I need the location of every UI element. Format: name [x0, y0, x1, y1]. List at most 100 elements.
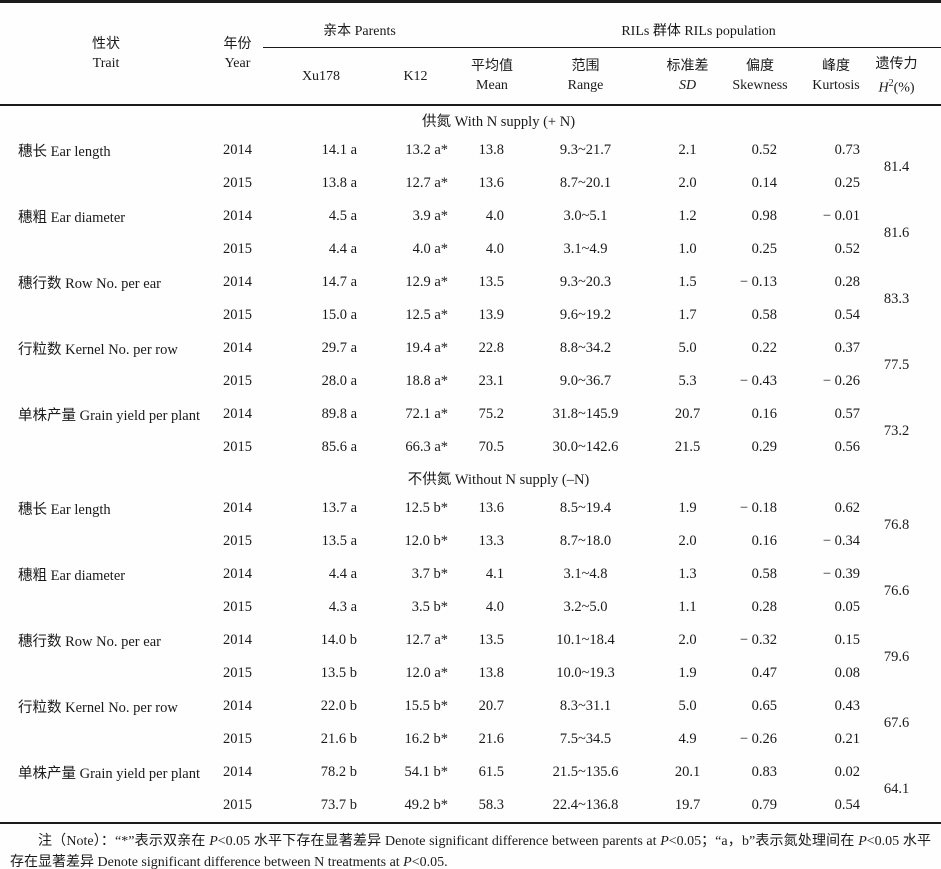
cell-trait — [0, 167, 212, 200]
cell-k12: 4.0 a* — [412, 241, 448, 257]
cell-skewness: 0.98 — [751, 208, 777, 224]
table-row: 穗长 Ear length 2014 14.1 a 13.2 a* 13.8 9.3~21… — [0, 134, 941, 175]
cell-trait — [0, 365, 212, 398]
cell-xu178: 13.5 b — [320, 665, 357, 681]
cell-xu178: 85.6 a — [321, 439, 357, 455]
cell-trait: 单株产量 Grain yield per plant — [18, 766, 201, 782]
header-group-row: 性状 Trait 年份 Year 亲本 Parents RILs 群体 RILs… — [0, 1, 941, 106]
cell-kurtosis: 0.62 — [834, 500, 860, 516]
cell-year: 2014 — [223, 632, 252, 648]
cell-skewness: 0.83 — [751, 764, 777, 780]
cell-year: 2014 — [223, 340, 252, 356]
cell-k12: 12.7 a* — [405, 632, 448, 648]
footnote-p-italic: P — [403, 855, 412, 869]
cell-kurtosis: 0.54 — [834, 797, 860, 813]
col-header-range: 范围 Range — [516, 47, 655, 106]
col-header-heritability: 遗传力 H2(%) — [868, 47, 941, 106]
cell-trait — [0, 723, 212, 756]
cell-sd: 5.0 — [678, 698, 697, 714]
cell-year: 2014 — [223, 406, 252, 422]
cell-trait: 单株产量 Grain yield per plant — [18, 408, 201, 424]
cell-range: 8.8~34.2 — [559, 340, 612, 356]
cell-kurtosis: 0.73 — [834, 142, 860, 158]
footnote-segment: <0.05；“a，b”表示氮处理间在 — [668, 834, 859, 849]
cell-kurtosis: 0.15 — [834, 632, 860, 648]
cell-heritability: 81.4 — [883, 158, 910, 175]
cell-kurtosis: 0.08 — [834, 665, 860, 681]
cell-skewness: 0.52 — [751, 142, 777, 158]
cell-heritability: 79.6 — [883, 648, 910, 665]
cell-kurtosis: − 0.39 — [822, 566, 860, 582]
cell-xu178: 4.3 a — [328, 599, 357, 615]
cell-k12: 12.5 b* — [404, 500, 449, 516]
col-group-rils-population: RILs 群体 RILs population — [456, 1, 941, 48]
cell-mean: 20.7 — [478, 698, 504, 714]
cell-range: 22.4~136.8 — [552, 797, 619, 813]
cell-sd: 21.5 — [674, 439, 701, 455]
footnote-segment: <0.05. — [411, 855, 448, 869]
cell-sd: 1.9 — [678, 500, 697, 516]
cell-xu178: 13.8 a — [321, 175, 357, 191]
footnote-segment: 注（Note）：“*”表示双亲在 — [38, 834, 210, 849]
footnote-p-italic: P — [858, 834, 867, 849]
cell-xu178: 29.7 a — [321, 340, 357, 356]
cell-skewness: − 0.13 — [739, 274, 777, 290]
cell-kurtosis: 0.28 — [834, 274, 860, 290]
footnote-p-italic: P — [209, 834, 218, 849]
footnote-text: 注（Note）：“*”表示双亲在 P<0.05 水平下存在显著差异 Denote… — [10, 831, 931, 869]
cell-year: 2014 — [223, 274, 252, 290]
cell-trait — [0, 233, 212, 266]
cell-mean: 58.3 — [478, 797, 504, 813]
cell-kurtosis: − 0.34 — [822, 533, 860, 549]
cell-sd: 2.1 — [678, 142, 697, 158]
cell-mean: 4.1 — [485, 566, 504, 582]
cell-range: 31.8~145.9 — [552, 406, 619, 422]
table-row: 2015 13.5 a 12.0 b* 13.3 8.7~18.0 2.0 0.16 − 0.… — [0, 525, 941, 558]
footnote-p-italic: P — [660, 834, 669, 849]
cell-skewness: 0.58 — [751, 307, 777, 323]
cell-year: 2014 — [223, 142, 252, 158]
cell-sd: 20.1 — [674, 764, 701, 780]
cell-range: 21.5~135.6 — [552, 764, 619, 780]
cell-year: 2015 — [223, 439, 252, 455]
cell-k12: 16.2 b* — [404, 731, 449, 747]
cell-k12: 12.0 a* — [405, 665, 448, 681]
table-row: 穗粗 Ear diameter 2014 4.4 a 3.7 b* 4.1 3.1~4.8… — [0, 558, 941, 599]
table-header: 性状 Trait 年份 Year 亲本 Parents RILs 群体 RILs… — [0, 1, 941, 106]
cell-skewness: − 0.32 — [739, 632, 777, 648]
cell-xu178: 78.2 b — [320, 764, 357, 780]
cell-xu178: 4.5 a — [328, 208, 357, 224]
cell-sd: 2.0 — [678, 175, 697, 191]
cell-skewness: 0.14 — [751, 175, 777, 191]
cell-range: 10.1~18.4 — [556, 632, 615, 648]
cell-trait: 穗长 Ear length — [18, 144, 111, 160]
cell-xu178: 4.4 a — [328, 566, 357, 582]
cell-mean: 75.2 — [478, 406, 504, 422]
cell-kurtosis: 0.05 — [834, 599, 860, 615]
cell-range: 3.2~5.0 — [563, 599, 608, 615]
cell-mean: 13.5 — [478, 632, 504, 648]
cell-skewness: 0.47 — [751, 665, 777, 681]
table-row: 2015 4.4 a 4.0 a* 4.0 3.1~4.9 1.0 0.25 0.52 — [0, 233, 941, 266]
cell-kurtosis: 0.57 — [834, 406, 860, 422]
cell-trait: 穗粗 Ear diameter — [18, 210, 126, 226]
cell-year: 2015 — [223, 373, 252, 389]
col-header-skewness: 偏度 Skewness — [720, 47, 792, 106]
footnote-segment: <0.05 水平下存在显著差异 Denote significant diffe… — [217, 834, 661, 849]
table-row: 行粒数 Kernel No. per row 2014 22.0 b 15.5 b* 2… — [0, 690, 941, 731]
cell-sd: 2.0 — [678, 533, 697, 549]
cell-trait: 行粒数 Kernel No. per row — [18, 700, 178, 716]
cell-skewness: − 0.43 — [739, 373, 777, 389]
cell-xu178: 28.0 a — [321, 373, 357, 389]
cell-xu178: 89.8 a — [321, 406, 357, 422]
cell-trait: 穗粗 Ear diameter — [18, 568, 126, 584]
cell-sd: 5.3 — [678, 373, 697, 389]
cell-mean: 23.1 — [478, 373, 504, 389]
col-header-year-en: Year — [224, 55, 251, 71]
cell-range: 9.3~20.3 — [559, 274, 612, 290]
cell-range: 7.5~34.5 — [559, 731, 612, 747]
header-sub-row: Xu178 K12 平均值 Mean 范围 Range 标准差 SD 偏度 Sk… — [0, 47, 941, 106]
cell-year: 2015 — [223, 307, 252, 323]
cell-xu178: 21.6 b — [320, 731, 357, 747]
cell-kurtosis: − 0.01 — [822, 208, 860, 224]
